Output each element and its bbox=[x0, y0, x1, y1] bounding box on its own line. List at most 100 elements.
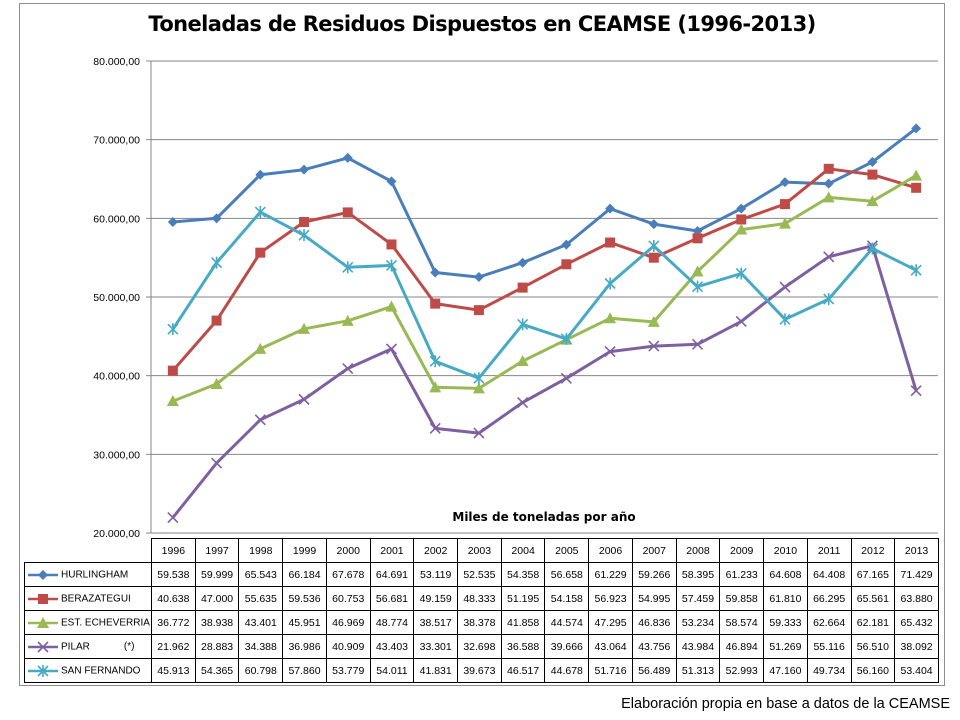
data-cell: 61.229 bbox=[588, 562, 633, 587]
data-point bbox=[692, 233, 703, 244]
data-point bbox=[823, 251, 835, 263]
data-cell: 59.536 bbox=[282, 586, 327, 611]
data-point bbox=[473, 305, 484, 316]
data-point bbox=[37, 616, 49, 628]
data-point bbox=[648, 252, 659, 263]
data-cell: 55.635 bbox=[238, 586, 284, 611]
data-point bbox=[517, 282, 528, 293]
legend-label: SAN FERNANDO bbox=[61, 665, 141, 676]
data-point bbox=[37, 640, 49, 653]
source-note: Elaboración propia en base a datos de la… bbox=[621, 696, 950, 712]
data-cell: 36.772 bbox=[151, 610, 196, 635]
year-header: 2002 bbox=[413, 538, 459, 563]
data-cell: 60.753 bbox=[325, 586, 371, 611]
legend-key bbox=[28, 593, 58, 604]
data-point bbox=[167, 365, 178, 376]
data-cell: 62.664 bbox=[806, 610, 852, 635]
data-point bbox=[735, 315, 747, 327]
data-point bbox=[735, 223, 748, 235]
data-cell: 48.774 bbox=[369, 610, 415, 635]
data-point bbox=[822, 191, 835, 203]
data-point bbox=[604, 312, 617, 324]
table-row: EST. ECHEVERRIA 36.772 38.938 43.401 45.951 4… bbox=[24, 610, 939, 635]
data-point bbox=[429, 422, 441, 434]
data-cell: 38.517 bbox=[413, 610, 459, 635]
data-point bbox=[298, 393, 310, 405]
data-cell: 59.538 bbox=[151, 562, 196, 587]
data-cell: 40.909 bbox=[325, 634, 371, 659]
data-point bbox=[560, 332, 572, 345]
data-point bbox=[735, 267, 747, 280]
data-cell: 59.999 bbox=[194, 562, 240, 587]
data-cell: 51.269 bbox=[763, 634, 808, 659]
data-point bbox=[866, 242, 878, 255]
year-header: 1996 bbox=[151, 538, 196, 563]
table-row: SAN FERNANDO 45.913 54.365 60.798 57.860 53.7… bbox=[24, 658, 939, 683]
y-tick-label: 80.000,00 bbox=[93, 56, 140, 68]
data-cell: 58.395 bbox=[675, 562, 721, 587]
data-cell: 41.831 bbox=[413, 658, 459, 683]
data-cell: 54.011 bbox=[369, 658, 415, 683]
data-cell: 43.064 bbox=[588, 634, 633, 659]
data-cell: 36.588 bbox=[500, 634, 546, 659]
data-cell: 36.986 bbox=[282, 634, 327, 659]
data-point bbox=[385, 343, 398, 355]
data-point bbox=[38, 569, 48, 580]
data-cell: 66.295 bbox=[806, 586, 852, 611]
data-cell: 39.666 bbox=[544, 634, 590, 659]
data-cell: 57.860 bbox=[282, 658, 327, 683]
data-point bbox=[473, 372, 485, 385]
data-table: 1996 1997 1998 1999 2000 2001 2002 2003 2004 2005… bbox=[24, 538, 939, 683]
data-cell: 60.798 bbox=[238, 658, 284, 683]
data-cell: 51.195 bbox=[500, 586, 546, 611]
data-point bbox=[298, 229, 310, 242]
data-point bbox=[648, 219, 659, 230]
data-point bbox=[605, 237, 616, 248]
data-cell: 51.313 bbox=[675, 658, 721, 683]
data-point bbox=[430, 298, 441, 309]
data-cell: 64.408 bbox=[806, 562, 852, 587]
data-point bbox=[517, 396, 529, 409]
data-cell: 67.678 bbox=[325, 562, 371, 587]
year-header: 1999 bbox=[282, 538, 327, 563]
data-cell: 52.993 bbox=[719, 658, 765, 683]
data-cell: 61.233 bbox=[719, 562, 765, 587]
data-cell: 54.365 bbox=[194, 658, 240, 683]
data-point bbox=[299, 216, 310, 227]
legend-label: EST. ECHEVERRIA bbox=[61, 617, 150, 628]
series-line bbox=[172, 127, 918, 279]
data-cell: 49.159 bbox=[413, 586, 459, 611]
y-tick-label: 50.000,00 bbox=[93, 292, 140, 304]
data-cell: 56.160 bbox=[850, 658, 896, 683]
data-point bbox=[691, 265, 704, 277]
data-point bbox=[779, 199, 790, 210]
data-cell: 52.535 bbox=[457, 562, 502, 587]
data-cell: 56.681 bbox=[369, 586, 415, 611]
data-point bbox=[342, 207, 353, 218]
legend-entry: EST. ECHEVERRIA bbox=[24, 610, 152, 635]
data-point bbox=[866, 195, 879, 207]
legend-key bbox=[28, 640, 58, 653]
year-header: 2013 bbox=[894, 538, 939, 563]
data-point bbox=[779, 177, 790, 188]
data-point bbox=[299, 164, 310, 175]
y-tick-label: 40.000,00 bbox=[93, 371, 140, 383]
data-cell: 44.678 bbox=[544, 658, 590, 683]
data-point bbox=[341, 314, 354, 326]
table-row: PILAR (*) 21.962 28.883 34.388 36.986 40.909 43… bbox=[24, 634, 939, 659]
data-point bbox=[254, 414, 266, 426]
year-header: 2008 bbox=[675, 538, 721, 563]
data-point bbox=[604, 277, 616, 290]
data-point bbox=[910, 264, 922, 277]
data-cell: 39.673 bbox=[457, 658, 502, 683]
data-cell: 45.951 bbox=[282, 610, 327, 635]
data-cell: 59.266 bbox=[631, 562, 677, 587]
data-cell: 59.858 bbox=[719, 586, 765, 611]
year-header: 2003 bbox=[457, 538, 502, 563]
data-cell: 61.810 bbox=[763, 586, 808, 611]
data-point bbox=[823, 178, 834, 189]
table-corner bbox=[24, 538, 152, 563]
data-point bbox=[255, 169, 266, 180]
year-header: 2001 bbox=[369, 538, 415, 563]
data-cell: 65.543 bbox=[238, 562, 284, 587]
